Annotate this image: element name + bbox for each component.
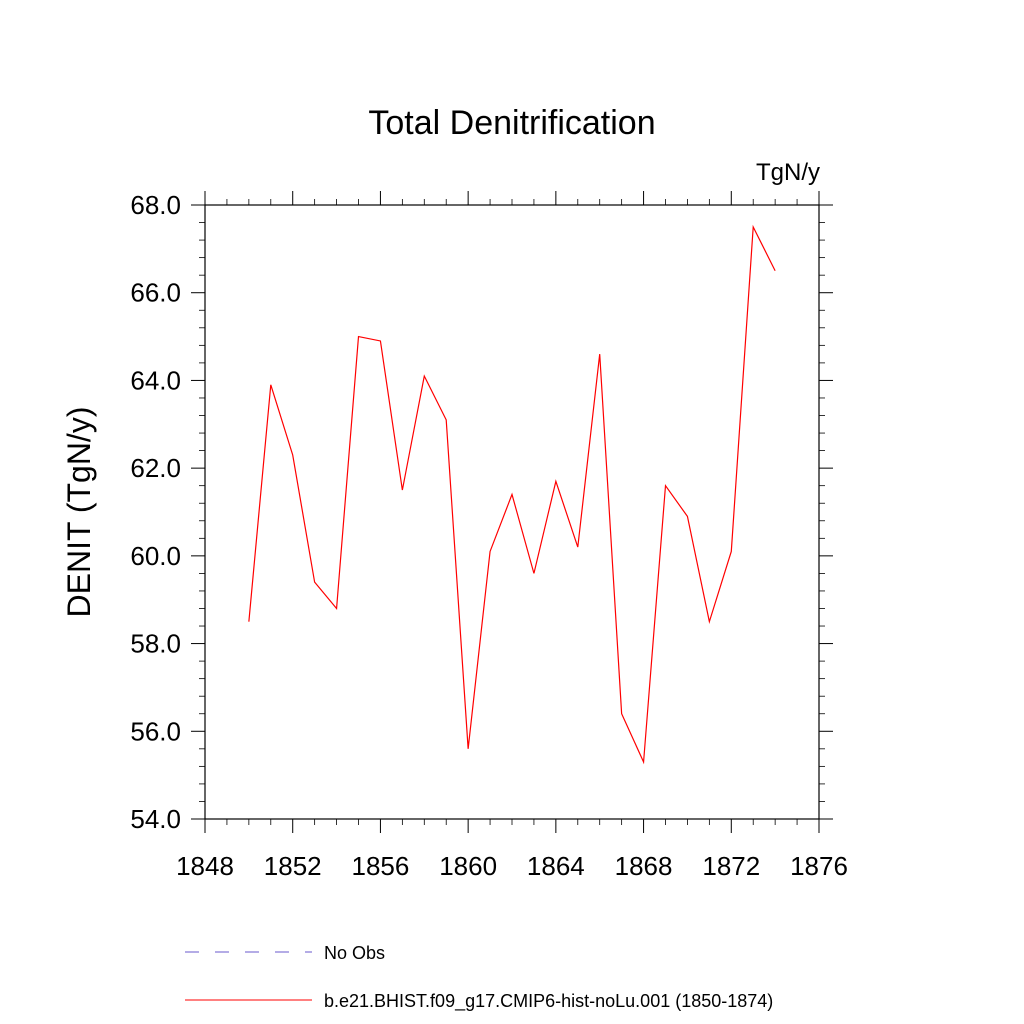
x-tick-label: 1848 xyxy=(176,851,234,881)
legend-label: No Obs xyxy=(324,943,385,963)
y-tick-label: 56.0 xyxy=(130,716,181,746)
y-tick-label: 58.0 xyxy=(130,629,181,659)
chart-title: Total Denitrification xyxy=(368,104,655,142)
y-axis-label: DENIT (TgN/y) xyxy=(61,407,97,618)
y-tick-label: 68.0 xyxy=(130,190,181,220)
y-tick-label: 62.0 xyxy=(130,453,181,483)
x-tick-label: 1872 xyxy=(702,851,760,881)
y-tick-label: 54.0 xyxy=(130,804,181,834)
x-tick-label: 1864 xyxy=(527,851,585,881)
y-tick-label: 60.0 xyxy=(130,541,181,571)
plot-frame xyxy=(204,204,820,820)
x-tick-label: 1868 xyxy=(615,851,673,881)
units-label: TgN/y xyxy=(756,159,820,186)
x-tick-label: 1856 xyxy=(352,851,410,881)
legend-label: b.e21.BHIST.f09_g17.CMIP6-hist-noLu.001 … xyxy=(324,991,773,1012)
series-layer xyxy=(248,224,776,765)
y-tick-label: 66.0 xyxy=(130,278,181,308)
x-tick-label: 1860 xyxy=(439,851,497,881)
axis-ticks xyxy=(191,191,833,833)
axis-tick-labels: 1848 1852 1856 1860 1864 1868 1872 1876 54.0 56.0… xyxy=(130,190,848,881)
y-tick-label: 64.0 xyxy=(130,365,181,395)
x-tick-label: 1852 xyxy=(264,851,322,881)
legend: No Obs b.e21.BHIST.f09_g17.CMIP6-hist-noL… xyxy=(185,943,773,1012)
x-tick-label: 1876 xyxy=(790,851,848,881)
